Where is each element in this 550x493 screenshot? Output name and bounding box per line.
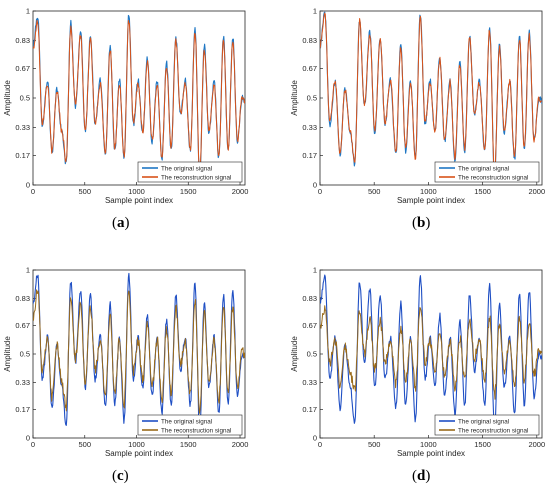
legend-label: The original signal xyxy=(458,418,509,425)
x-tick-label: 1500 xyxy=(180,440,197,449)
x-tick-label: 1500 xyxy=(474,440,491,449)
y-axis-label: Amplitude xyxy=(3,336,12,372)
legend-label: The reconstruction signal xyxy=(161,174,231,181)
legend-label: The reconstruction signal xyxy=(458,427,528,434)
x-tick-label: 1500 xyxy=(474,187,491,196)
y-axis-label: Amplitude xyxy=(290,336,299,372)
y-tick-label: 0.33 xyxy=(302,123,317,132)
y-tick-label: 1 xyxy=(26,7,30,16)
series-line-reconstruction xyxy=(320,12,542,177)
x-tick-label: 500 xyxy=(368,187,381,196)
x-tick-label: 0 xyxy=(318,187,322,196)
y-tick-label: 0.83 xyxy=(302,36,317,45)
y-axis-label: Amplitude xyxy=(290,80,299,116)
legend: The original signal The reconstruction si… xyxy=(137,161,243,183)
x-axis-label: Sample point index xyxy=(397,196,465,205)
y-tick-label: 0.5 xyxy=(20,350,30,359)
series-group xyxy=(33,14,245,177)
x-tick-label: 500 xyxy=(368,440,381,449)
x-axis-label: Sample point index xyxy=(105,449,173,458)
x-tick-label: 2000 xyxy=(528,440,545,449)
y-tick-label: 0.17 xyxy=(302,405,317,414)
y-tick-label: 0.33 xyxy=(302,378,317,387)
x-tick-label: 1000 xyxy=(128,187,145,196)
x-tick-label: 1500 xyxy=(180,187,197,196)
x-axis-label: Sample point index xyxy=(105,196,173,205)
y-tick-label: 0.5 xyxy=(307,94,317,103)
y-tick-label: 0.17 xyxy=(15,405,30,414)
legend-label: The reconstruction signal xyxy=(458,174,528,181)
y-tick-label: 1 xyxy=(313,7,317,16)
y-tick-label: 0.67 xyxy=(302,321,317,330)
y-tick-label: 1 xyxy=(313,266,317,275)
y-tick-label: 0.5 xyxy=(307,350,317,359)
series-group xyxy=(33,272,245,434)
series-group xyxy=(320,274,542,432)
series-line-reconstruction xyxy=(33,19,245,171)
y-tick-label: 0 xyxy=(313,434,317,443)
caption-c: (c) xyxy=(112,468,129,484)
y-tick-label: 0 xyxy=(26,434,30,443)
x-axis-label: Sample point index xyxy=(397,449,465,458)
y-tick-label: 0.83 xyxy=(302,294,317,303)
y-tick-label: 0.83 xyxy=(15,36,30,45)
x-tick-label: 0 xyxy=(318,440,322,449)
chart-panel-b: 0 0.17 0.33 0.5 0.67 0.83 1 0 500 1000 1500 2000 Sam… xyxy=(290,7,545,206)
chart-panel-d: 0 0.17 0.33 0.5 0.67 0.83 1 0 500 1000 1500 2000 Sam… xyxy=(290,266,545,459)
legend-box xyxy=(137,414,243,436)
y-tick-label: 0.83 xyxy=(15,294,30,303)
y-tick-label: 0.17 xyxy=(15,151,30,160)
x-tick-label: 0 xyxy=(31,440,35,449)
legend-label: The reconstruction signal xyxy=(161,427,231,434)
legend-box xyxy=(434,414,540,436)
chart-panel-a: 0 0.17 0.33 0.5 0.67 0.83 1 0 500 1000 1500 2000 Sam… xyxy=(3,7,248,206)
y-axis-label: Amplitude xyxy=(3,80,12,116)
x-tick-label: 500 xyxy=(79,440,92,449)
caption-d: (d) xyxy=(412,468,431,484)
y-tick-label: 0.67 xyxy=(15,321,30,330)
legend-label: The original signal xyxy=(458,165,509,172)
series-group xyxy=(320,11,542,177)
y-tick-label: 0.67 xyxy=(15,64,30,73)
legend: The original signal The reconstruction si… xyxy=(137,414,243,436)
x-tick-label: 1000 xyxy=(128,440,145,449)
legend-box xyxy=(137,161,243,183)
legend: The original signal The reconstruction si… xyxy=(434,414,540,436)
caption-b: (b) xyxy=(412,215,431,231)
x-tick-label: 1000 xyxy=(420,187,437,196)
caption-a: (a) xyxy=(112,215,130,231)
legend-label: The original signal xyxy=(161,418,212,425)
x-tick-label: 2000 xyxy=(528,187,545,196)
x-tick-label: 2000 xyxy=(232,440,249,449)
y-tick-label: 0 xyxy=(26,181,30,190)
x-tick-label: 1000 xyxy=(420,440,437,449)
chart-panel-c: 0 0.17 0.33 0.5 0.67 0.83 1 0 500 1000 1500 2000 Sam… xyxy=(3,266,248,459)
x-tick-label: 500 xyxy=(79,187,92,196)
y-tick-label: 1 xyxy=(26,266,30,275)
y-tick-label: 0.33 xyxy=(15,123,30,132)
y-tick-label: 0.5 xyxy=(20,94,30,103)
x-tick-label: 2000 xyxy=(232,187,249,196)
y-tick-label: 0 xyxy=(313,181,317,190)
legend-box xyxy=(434,161,540,183)
series-line-reconstruction xyxy=(320,305,542,400)
legend-label: The original signal xyxy=(161,165,212,172)
y-tick-label: 0.33 xyxy=(15,378,30,387)
legend: The original signal The reconstruction si… xyxy=(434,161,540,183)
series-line-reconstruction xyxy=(33,289,245,414)
x-tick-label: 0 xyxy=(31,187,35,196)
y-tick-label: 0.67 xyxy=(302,64,317,73)
y-tick-label: 0.17 xyxy=(302,151,317,160)
